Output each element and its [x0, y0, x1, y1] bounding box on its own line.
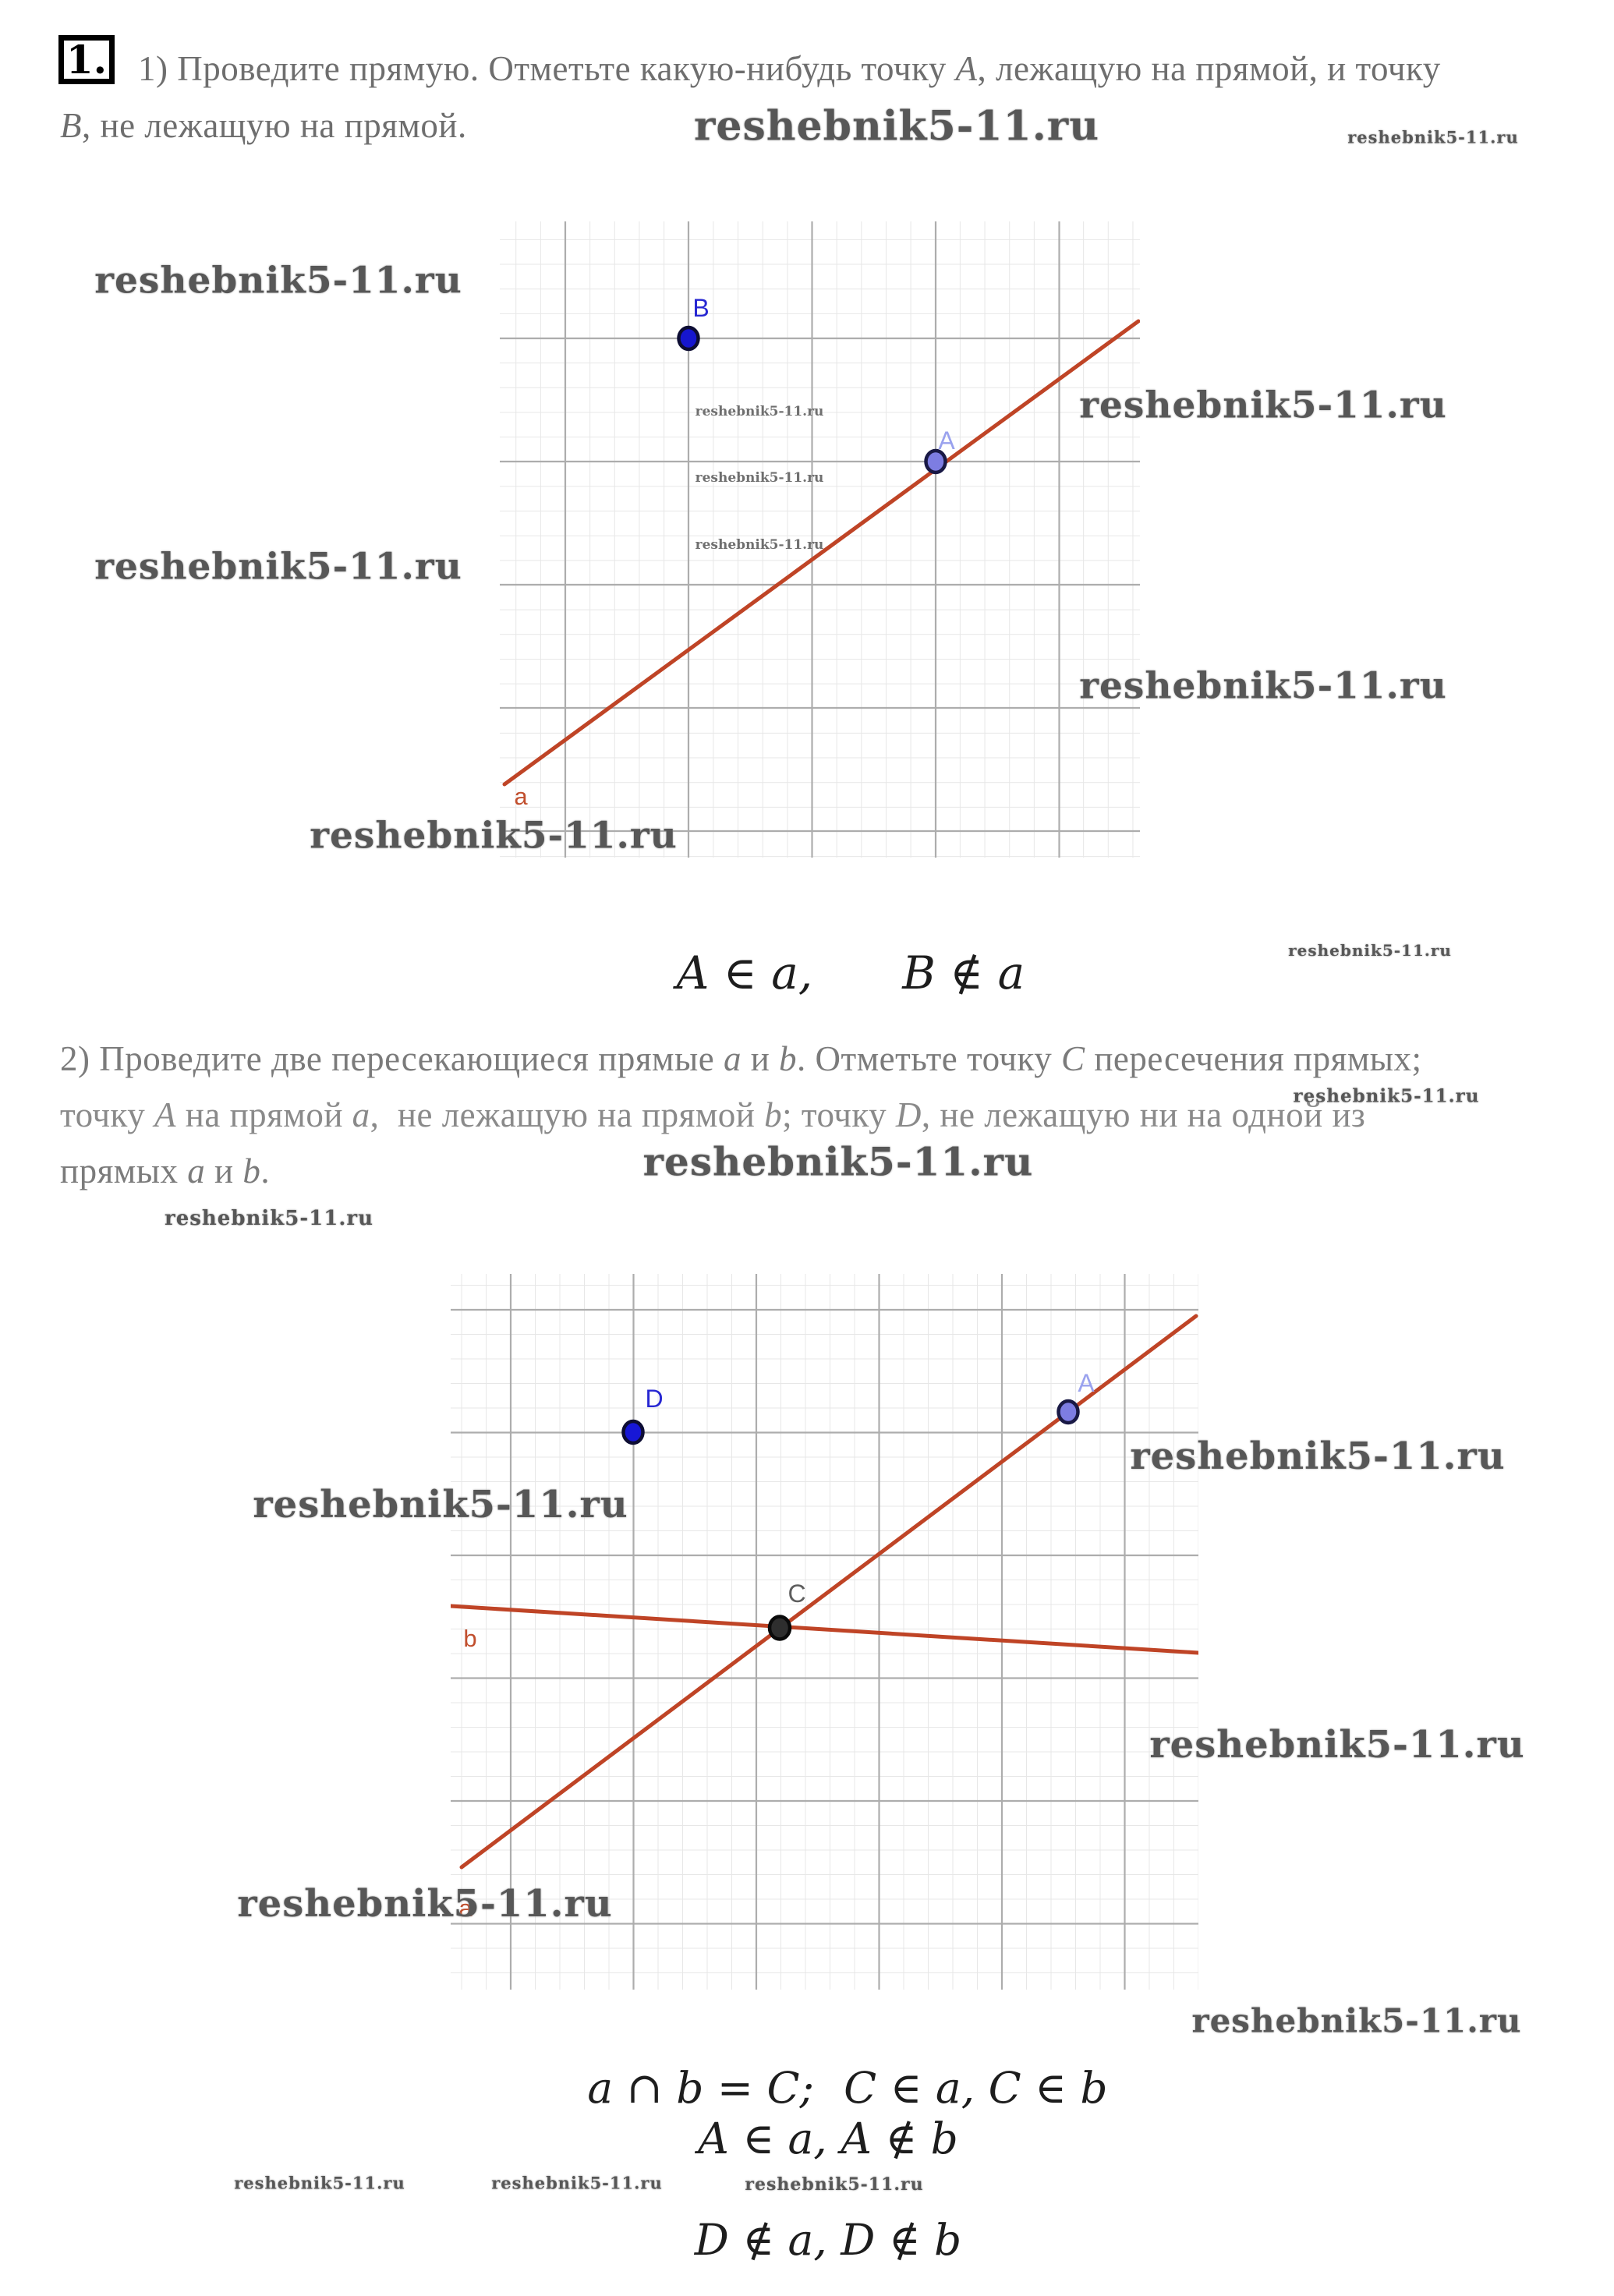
watermark: reshebnik5-11.ru	[1347, 127, 1519, 147]
problem2-text-line1: 2) Проведите две пересекающиеся прямые a…	[60, 1039, 1422, 1078]
label-line-a: a	[514, 783, 528, 810]
formula-intersection: a ∩ b = C; C ∈ a, C ∈ b	[533, 2015, 1107, 2163]
watermark: reshebnik5-11.ru	[164, 1207, 374, 1230]
formula-B-notin-a: B ∉ a	[902, 946, 1025, 999]
formula-a-cap-b: a ∩ b = C;	[587, 2063, 815, 2114]
diagram-intersecting-lines: D A Cb a	[451, 1274, 1198, 1990]
watermark: reshebnik5-11.ru	[1130, 1435, 1506, 1478]
watermark: reshebnik5-11.ru	[237, 1882, 613, 1926]
problem2-text-line2: точку A на прямой a, не лежащую на прямо…	[60, 1095, 1366, 1134]
problem2-text-line3: прямых a и b.	[60, 1152, 271, 1190]
point-D	[621, 1419, 645, 1445]
watermark: reshebnik5-11.ru	[253, 1483, 628, 1527]
label-point-A: A	[938, 426, 955, 455]
watermark: reshebnik5-11.ru	[696, 470, 824, 486]
watermark: reshebnik5-11.ru	[491, 2173, 663, 2193]
formula-C-in-ab: C ∈ a, C ∈ b	[844, 2063, 1108, 2114]
watermark: reshebnik5-11.ru	[1149, 1723, 1525, 1767]
label-point-D: D	[645, 1385, 663, 1413]
problem1-text-line1: 1) Проведите прямую. Отметьте какую-нибу…	[138, 49, 1441, 88]
watermark: reshebnik5-11.ru	[696, 404, 824, 419]
watermark: reshebnik5-11.ru	[745, 2174, 924, 2195]
label-point-A2: A	[1078, 1369, 1095, 1397]
label-line-b: b	[463, 1625, 476, 1652]
point-C	[767, 1615, 792, 1641]
formula-membership-D: D ∉ a, D ∉ b	[694, 2215, 962, 2265]
point-B	[677, 325, 700, 352]
problem1-text-line2: B, не лежащую на прямой.	[60, 106, 467, 145]
line-a2	[459, 1314, 1198, 1870]
formula-membership-A: A ∈ a, A ∉ b	[698, 2114, 958, 2163]
watermark: reshebnik5-11.ru	[94, 259, 462, 302]
point-A	[924, 448, 947, 475]
watermark: reshebnik5-11.ru	[310, 814, 678, 858]
watermark: reshebnik5-11.ru	[1191, 2001, 1522, 2040]
watermark: reshebnik5-11.ru	[693, 102, 1100, 150]
watermark: reshebnik5-11.ru	[1288, 941, 1452, 960]
formula-membership-1: A ∈ a, B ∉ a	[619, 895, 1025, 1051]
problem-number: 1.	[65, 37, 108, 83]
label-line-a2: a	[458, 1894, 473, 1922]
line-b	[451, 1604, 1198, 1655]
line-a	[502, 319, 1140, 787]
watermark: reshebnik5-11.ru	[642, 1138, 1034, 1185]
point-A2	[1057, 1399, 1080, 1425]
label-point-C: C	[788, 1580, 805, 1608]
diagram-line-with-points: reshebnik5-11.ru reshebnik5-11.ru reshebni…	[500, 221, 1140, 858]
watermark: reshebnik5-11.ru	[1079, 664, 1447, 708]
watermark: reshebnik5-11.ru	[234, 2173, 405, 2193]
formula-A-in-a: A ∈ a,	[676, 946, 813, 999]
label-point-B: B	[692, 294, 709, 322]
watermark: reshebnik5-11.ru	[94, 545, 462, 589]
watermark: reshebnik5-11.ru	[1079, 384, 1447, 427]
watermark: reshebnik5-11.ru	[1293, 1085, 1480, 1107]
watermark: reshebnik5-11.ru	[696, 537, 824, 553]
problem-number-box: 1.	[58, 35, 115, 84]
